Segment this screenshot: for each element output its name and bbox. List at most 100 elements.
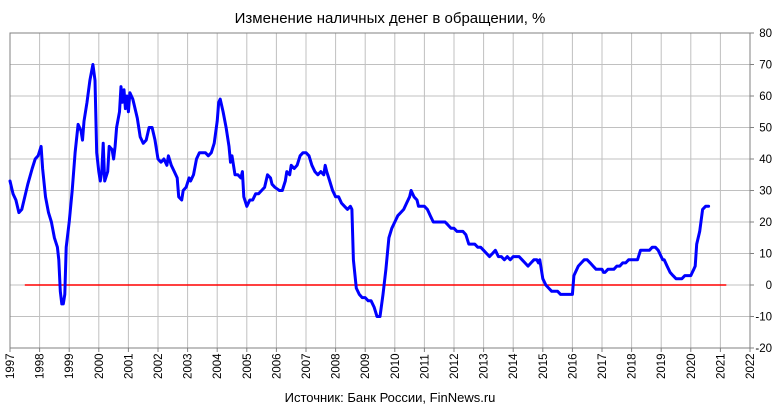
data-point (34, 158, 36, 160)
data-point (317, 174, 319, 176)
data-point (243, 196, 245, 198)
x-tick-label: 2010 (390, 353, 402, 379)
x-tick-label: 2007 (301, 353, 313, 379)
x-tick-label: 2011 (419, 354, 431, 379)
x-tick-label: 2020 (686, 353, 698, 379)
data-point (324, 164, 327, 167)
data-point (701, 208, 704, 211)
data-point (281, 189, 284, 192)
data-point (231, 155, 233, 157)
data-point (518, 255, 520, 258)
data-point (687, 274, 689, 277)
data-point (385, 268, 387, 271)
data-point (108, 145, 110, 148)
data-point (539, 259, 541, 261)
data-point (479, 246, 482, 248)
data-point (506, 255, 509, 258)
y-tick-label: -10 (755, 312, 772, 324)
data-point (399, 211, 402, 214)
data-point (669, 271, 671, 274)
data-point (397, 214, 399, 217)
data-point (288, 174, 291, 176)
data-point (41, 167, 44, 170)
data-point (198, 151, 201, 154)
data-point (241, 170, 244, 173)
data-point (491, 252, 494, 255)
data-point (286, 170, 288, 173)
data-point (266, 174, 269, 176)
data-point (207, 155, 210, 157)
data-point (64, 293, 66, 296)
data-point (229, 161, 232, 163)
data-point (459, 230, 461, 233)
data-point (189, 180, 192, 182)
data-point (92, 63, 94, 66)
data-point (423, 205, 426, 208)
data-point (68, 221, 70, 223)
data-point (325, 170, 328, 173)
data-point (542, 277, 544, 280)
data-point (698, 230, 701, 233)
data-point (645, 249, 648, 252)
data-point (331, 189, 334, 192)
y-tick-label: 0 (766, 280, 772, 292)
data-point (77, 123, 79, 126)
data-point (598, 268, 600, 271)
y-tick-label: 40 (759, 154, 772, 166)
data-point (386, 252, 389, 255)
data-point (388, 237, 390, 239)
data-point (65, 246, 67, 248)
data-point (559, 293, 562, 296)
data-point (509, 259, 512, 261)
data-point (553, 290, 556, 293)
data-point (101, 170, 103, 173)
data-point (311, 164, 313, 167)
data-point (666, 265, 668, 267)
data-point (417, 205, 420, 208)
data-point (216, 120, 218, 122)
data-point (89, 79, 91, 82)
data-point (602, 271, 605, 274)
data-point (115, 126, 118, 129)
x-tick-label: 2018 (627, 353, 639, 379)
data-point (642, 249, 645, 252)
data-point (527, 265, 529, 267)
data-point (58, 259, 60, 261)
data-point (177, 196, 180, 198)
data-point (435, 221, 438, 223)
data-point (278, 189, 281, 192)
data-point (114, 145, 116, 148)
data-point (237, 174, 239, 176)
data-point (118, 111, 121, 113)
data-point (305, 151, 307, 154)
data-point (580, 262, 583, 264)
x-tick-label: 2000 (94, 353, 106, 379)
data-point (154, 139, 156, 141)
data-point (536, 259, 538, 261)
data-point (349, 205, 352, 208)
data-point (450, 227, 452, 230)
data-point (21, 208, 23, 211)
data-point (589, 262, 591, 264)
data-point (9, 180, 11, 182)
data-point (364, 296, 367, 299)
data-point (157, 158, 159, 160)
y-tick-label: 20 (759, 217, 772, 229)
data-point (95, 151, 98, 154)
data-point (488, 255, 491, 258)
x-tick-label: 2012 (449, 353, 461, 379)
data-point (290, 164, 293, 167)
data-point (62, 303, 65, 305)
data-point (512, 255, 514, 258)
x-tick-label: 2002 (153, 353, 165, 379)
data-point (476, 246, 479, 248)
data-point (126, 95, 128, 97)
y-tick-label: -20 (755, 343, 772, 355)
data-point (334, 196, 337, 198)
y-tick-label: 50 (759, 123, 772, 135)
data-point (299, 155, 301, 157)
data-point (565, 293, 568, 296)
x-tick-label: 2021 (715, 353, 727, 379)
